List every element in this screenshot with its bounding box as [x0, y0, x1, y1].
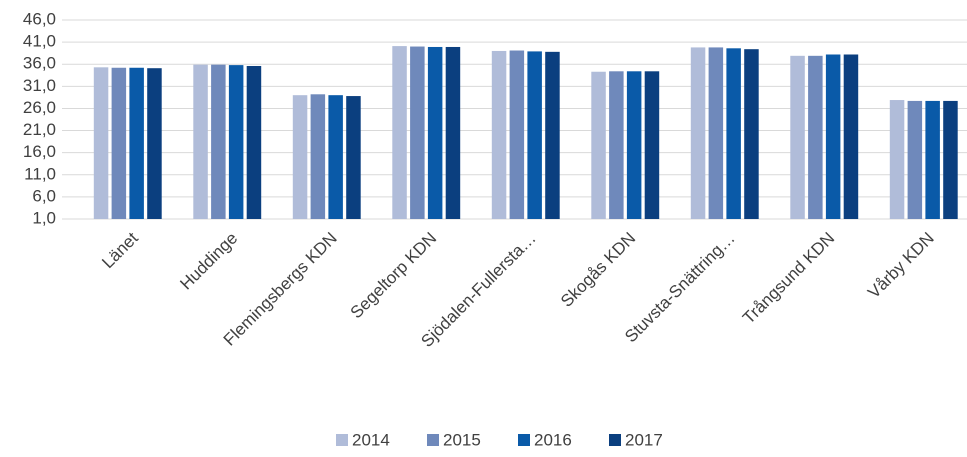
bar — [545, 51, 560, 220]
y-tick-label: 11,0 — [24, 164, 56, 183]
y-tick-label: 41,0 — [23, 32, 56, 51]
bar — [228, 65, 244, 220]
legend-label: 2016 — [534, 430, 572, 449]
legend-swatch — [518, 434, 530, 446]
bar — [889, 100, 905, 219]
legend-swatch — [336, 434, 348, 446]
bar — [246, 65, 262, 219]
y-tick-label: 31,0 — [23, 76, 56, 95]
bar — [690, 47, 706, 219]
y-tick-label: 6,0 — [32, 186, 56, 205]
bar — [491, 50, 507, 220]
bar — [111, 67, 127, 219]
x-tick-label: Stuvsta-Snättring… — [621, 229, 739, 347]
legend-label: 2017 — [625, 430, 663, 449]
bar — [591, 71, 606, 220]
x-tick-label: Sjödalen-Fullersta… — [417, 229, 539, 351]
bar — [129, 67, 144, 219]
y-tick-label: 46,0 — [23, 9, 56, 28]
bar — [445, 46, 461, 219]
bar — [925, 100, 940, 219]
x-tick-label: Huddinge — [176, 229, 241, 294]
bar — [211, 64, 226, 219]
y-tick-label: 21,0 — [23, 120, 56, 139]
x-tick-label: Skogås KDN — [557, 229, 639, 311]
bar — [726, 48, 741, 220]
y-tick-label: 26,0 — [23, 98, 56, 117]
bar — [825, 54, 841, 219]
x-tick-label: Flemingsbergs KDN — [220, 229, 341, 350]
y-tick-label: 16,0 — [23, 142, 56, 161]
bar — [292, 95, 308, 219]
bar — [790, 55, 805, 219]
x-tick-label: Trångsund KDN — [739, 229, 838, 328]
bar — [644, 71, 660, 219]
bar — [310, 94, 326, 219]
bar — [93, 67, 109, 219]
bar — [509, 50, 525, 219]
legend-label: 2015 — [443, 430, 481, 449]
bar — [427, 46, 443, 219]
bar — [346, 96, 361, 219]
bar — [943, 100, 958, 219]
bar — [392, 46, 407, 219]
bar — [609, 71, 624, 219]
bar — [708, 47, 724, 219]
bar — [626, 71, 642, 219]
legend-swatch — [609, 434, 621, 446]
y-tick-label: 1,0 — [32, 208, 56, 227]
x-tick-label: Länet — [98, 228, 142, 272]
bar — [843, 54, 859, 219]
bar — [147, 68, 162, 219]
x-tick-label: Segeltorp KDN — [347, 229, 441, 323]
bar — [410, 46, 425, 220]
legend-swatch — [427, 434, 439, 446]
bar — [193, 64, 208, 219]
legend-label: 2014 — [352, 430, 390, 449]
y-tick-label: 36,0 — [23, 54, 56, 73]
bar — [808, 55, 823, 219]
bar — [907, 100, 923, 219]
bar — [744, 49, 759, 219]
bar — [328, 95, 343, 219]
bar — [527, 51, 542, 219]
x-tick-label: Vårby KDN — [864, 229, 938, 303]
